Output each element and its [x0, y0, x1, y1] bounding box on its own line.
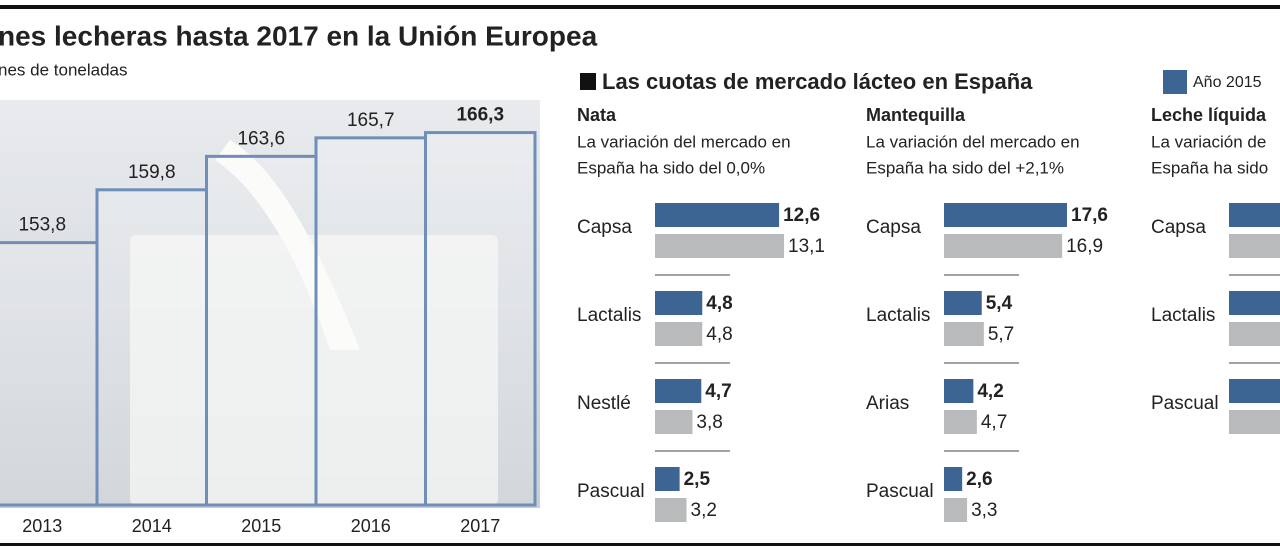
value-label: 159,8 [128, 162, 176, 183]
legend-label: Año 2015 [1193, 74, 1262, 91]
value-label: 17,6 [1071, 205, 1108, 226]
bar [655, 203, 780, 227]
bar [944, 291, 982, 315]
bar [424, 131, 537, 507]
panel-title: Mantequilla [866, 105, 966, 125]
category-label: Nestlé [577, 393, 631, 414]
bar-clipped [1229, 322, 1280, 346]
category-label: Pascual [577, 481, 645, 502]
x-tick-label: 2013 [22, 516, 62, 536]
legend-swatch [1163, 70, 1187, 94]
bar [944, 203, 1068, 227]
value-label: 3,2 [691, 500, 717, 521]
value-label: 12,6 [783, 205, 820, 226]
bar [655, 322, 703, 346]
value-label: 2,6 [966, 469, 992, 490]
panel-subtitle: La variación del mercado en [577, 132, 791, 151]
bar [655, 467, 680, 491]
panel-title: Leche líquida [1151, 105, 1267, 125]
category-label: Capsa [1151, 217, 1206, 238]
section-marker [580, 73, 596, 90]
category-label: Lactalis [866, 305, 930, 326]
x-tick-label: 2016 [351, 516, 391, 536]
bar [655, 498, 687, 522]
bottom-rule [0, 543, 1280, 546]
bar-clipped [1229, 203, 1280, 227]
value-label: 4,7 [981, 412, 1007, 433]
panel-subtitle: España ha sido del +2,1% [866, 158, 1064, 177]
chart-title: nes lecheras hasta 2017 en la Unión Euro… [0, 20, 598, 51]
bar [944, 410, 977, 434]
panel-subtitle: España ha sido del 0,0% [577, 158, 765, 177]
value-label: 13,1 [788, 236, 825, 257]
value-label: 5,4 [986, 293, 1013, 314]
bar [655, 234, 785, 258]
value-label: 4,8 [706, 324, 732, 345]
value-label: 3,3 [971, 500, 997, 521]
panel-subtitle: La variación del mercado en [866, 132, 1080, 151]
milk-stream [215, 140, 360, 350]
bar [944, 379, 974, 403]
bar [95, 188, 208, 507]
bar-clipped [1229, 379, 1280, 403]
category-label: Capsa [866, 217, 921, 238]
category-label: Pascual [866, 481, 934, 502]
bar [944, 322, 984, 346]
bar-clipped [1229, 291, 1280, 315]
bar-clipped [1229, 410, 1280, 434]
chart-subtitle: nes de toneladas [0, 60, 128, 79]
x-tick-label: 2015 [241, 516, 281, 536]
bar [944, 498, 968, 522]
section-title: Las cuotas de mercado lácteo en España [602, 69, 1033, 94]
value-label: 153,8 [18, 215, 66, 236]
value-label: 5,7 [988, 324, 1014, 345]
value-label: 16,9 [1066, 236, 1103, 257]
value-label: 4,7 [705, 381, 731, 402]
x-tick-label: 2014 [132, 516, 172, 536]
bar [314, 136, 427, 507]
panel-title: Nata [577, 105, 617, 125]
bar [655, 379, 702, 403]
bar [655, 410, 693, 434]
category-label: Arias [866, 393, 909, 414]
category-label: Capsa [577, 217, 632, 238]
value-label: 163,6 [237, 128, 285, 149]
bar-clipped [1229, 234, 1280, 258]
value-label: 4,2 [977, 381, 1003, 402]
bar [944, 234, 1063, 258]
panel-subtitle: La variación de [1151, 132, 1266, 151]
value-label: 2,5 [684, 469, 711, 490]
x-tick-label: 2017 [460, 516, 500, 536]
value-label: 3,8 [696, 412, 722, 433]
bar [205, 154, 318, 507]
panel-subtitle: España ha sido [1151, 158, 1268, 177]
bar [944, 467, 963, 491]
value-label: 165,7 [347, 110, 395, 131]
category-label: Pascual [1151, 393, 1219, 414]
value-label: 4,8 [706, 293, 732, 314]
top-rule [0, 5, 1280, 9]
value-label: 166,3 [456, 105, 504, 126]
bar [655, 291, 703, 315]
category-label: Lactalis [577, 305, 641, 326]
bar [0, 241, 99, 507]
glass [130, 235, 498, 505]
category-label: Lactalis [1151, 305, 1215, 326]
